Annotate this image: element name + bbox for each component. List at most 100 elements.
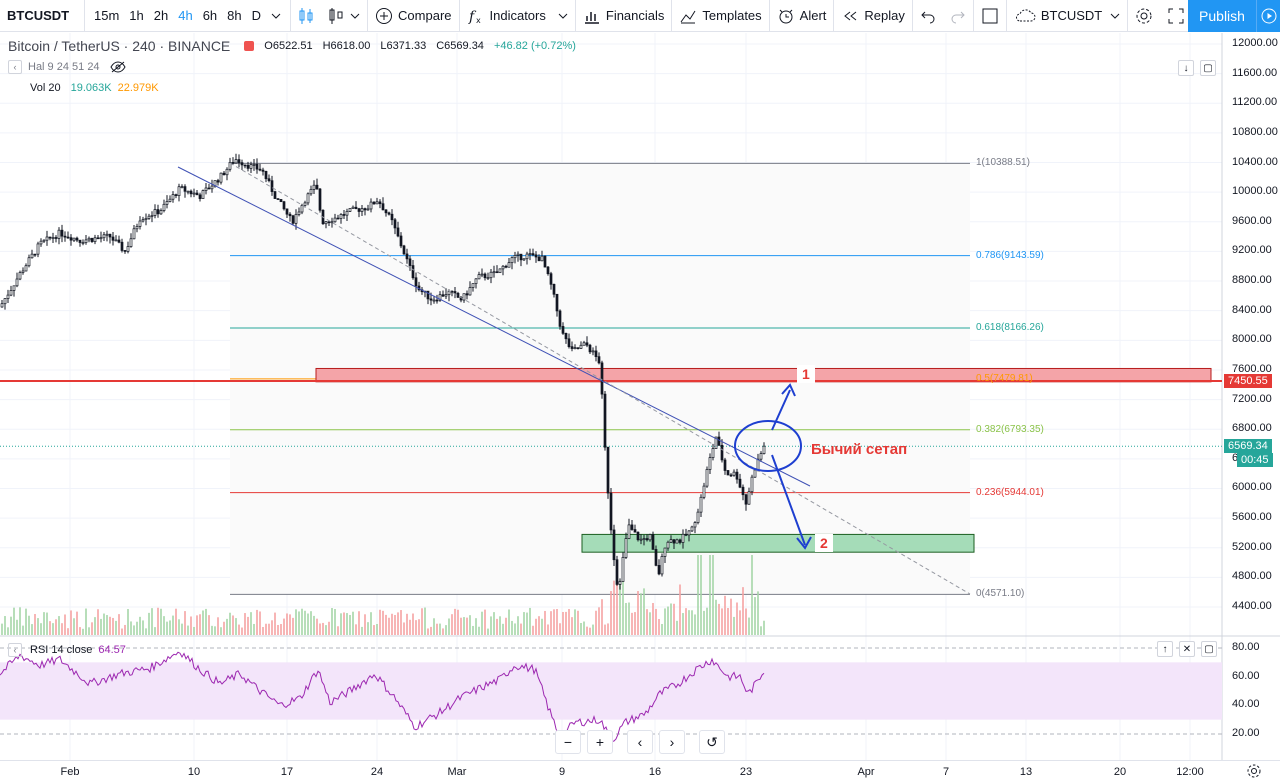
move-up-icon[interactable]: ↑ bbox=[1157, 641, 1173, 657]
candle-body bbox=[294, 214, 298, 224]
timeframe-8h[interactable]: 8h bbox=[227, 8, 242, 23]
scroll-left-button[interactable]: ‹ bbox=[627, 730, 653, 754]
maximize-pane-icon[interactable]: ▢ bbox=[1200, 60, 1216, 76]
compare-button[interactable]: Compare bbox=[368, 0, 458, 32]
volume-bar bbox=[175, 608, 177, 635]
ohlc-high: H6618.00 bbox=[322, 40, 371, 52]
bar-chart-icon bbox=[584, 11, 599, 24]
publish-button[interactable]: Publish bbox=[1188, 0, 1256, 32]
rsi-pane bbox=[0, 647, 1222, 743]
gear-icon[interactable] bbox=[1246, 763, 1262, 779]
maximize-pane-icon[interactable]: ▢ bbox=[1201, 641, 1217, 657]
collapse-icon[interactable]: ‹ bbox=[8, 643, 22, 657]
volume-bar bbox=[208, 615, 210, 635]
scroll-down-icon[interactable]: ↓ bbox=[1178, 60, 1194, 76]
publish-menu-button[interactable] bbox=[1256, 0, 1280, 32]
volume-bar bbox=[751, 555, 753, 635]
price-tick-label: 7600.00 bbox=[1232, 362, 1272, 375]
volume-bar bbox=[223, 621, 225, 635]
close-icon[interactable]: ✕ bbox=[1179, 641, 1195, 657]
volume-bar bbox=[205, 608, 207, 635]
collapse-icon[interactable]: ‹ bbox=[8, 60, 22, 74]
zoom-in-button[interactable]: + bbox=[587, 730, 613, 754]
volume-bar bbox=[628, 602, 630, 635]
volume-bar bbox=[523, 612, 525, 635]
volume-bar bbox=[691, 610, 693, 635]
timeframe-2h[interactable]: 2h bbox=[153, 8, 169, 23]
undo-button[interactable] bbox=[913, 0, 943, 32]
timeframe-15m[interactable]: 15m bbox=[94, 8, 120, 23]
timeframe-4h[interactable]: 4h bbox=[178, 8, 193, 23]
candle-body bbox=[567, 338, 571, 347]
indicator-legend-hal[interactable]: ‹ Hal 9 24 51 24 bbox=[8, 60, 126, 74]
chart-type-menu-button[interactable] bbox=[321, 0, 367, 32]
volume-bar bbox=[73, 618, 75, 635]
zone-1-label: 1 bbox=[797, 365, 815, 383]
redo-button[interactable] bbox=[943, 0, 973, 32]
volume-bar bbox=[313, 615, 315, 635]
replay-button[interactable]: Replay bbox=[834, 0, 911, 32]
volume-bar bbox=[700, 555, 702, 635]
financials-button[interactable]: Financials bbox=[576, 0, 672, 32]
candle-body bbox=[738, 478, 742, 488]
candle-body bbox=[360, 208, 364, 212]
fib-level-label: 0.786(9143.59) bbox=[976, 249, 1044, 261]
settings-button[interactable] bbox=[1128, 0, 1160, 32]
volume-bar bbox=[532, 625, 534, 635]
rsi-tick-label: 20.00 bbox=[1232, 727, 1260, 739]
layout-button[interactable] bbox=[974, 0, 1006, 32]
svg-text:f: f bbox=[468, 9, 477, 25]
candle-body bbox=[597, 356, 601, 364]
volume-bar bbox=[541, 618, 543, 635]
candle-body bbox=[282, 201, 286, 210]
volume-bar bbox=[103, 613, 105, 635]
time-scale[interactable]: Feb 10 17 24 Mar 9 16 23 Apr 7 13 20 12:00 bbox=[0, 760, 1280, 782]
symbol-search-button[interactable]: BTCUSDT bbox=[0, 0, 84, 32]
volume-bar bbox=[529, 607, 531, 635]
bullish-setup-label: Бычий сетап bbox=[811, 441, 908, 458]
candle-body bbox=[588, 344, 592, 353]
candle-body bbox=[642, 538, 646, 540]
volume-bar bbox=[280, 624, 282, 635]
candle-body bbox=[279, 199, 283, 203]
indicator-legend-volume[interactable]: Vol 20 19.063K 22.979K bbox=[30, 82, 159, 94]
chart-type-candles-button[interactable] bbox=[291, 0, 321, 32]
chevron-down-icon[interactable] bbox=[266, 0, 286, 32]
layout-name-button[interactable]: BTCUSDT bbox=[1007, 0, 1127, 32]
volume-bar bbox=[220, 627, 222, 635]
rsi-value: 64.57 bbox=[98, 644, 126, 656]
timeframe-1h[interactable]: 1h bbox=[129, 8, 144, 23]
chart-canvas[interactable] bbox=[0, 33, 1280, 760]
alert-button[interactable]: Alert bbox=[770, 0, 834, 32]
volume-bar bbox=[370, 612, 372, 635]
volume-bar bbox=[328, 621, 330, 635]
candle-body bbox=[681, 533, 685, 543]
volume-bar bbox=[748, 617, 750, 635]
volume-bar bbox=[610, 591, 612, 635]
volume-bar bbox=[100, 618, 102, 635]
candle-body bbox=[318, 188, 322, 211]
replay-label: Replay bbox=[864, 8, 905, 23]
volume-bar bbox=[604, 624, 606, 635]
volume-bar bbox=[358, 611, 360, 635]
divider bbox=[911, 0, 913, 32]
zoom-out-button[interactable]: − bbox=[555, 730, 581, 754]
candle-body bbox=[240, 162, 244, 166]
scroll-right-button[interactable]: › bbox=[659, 730, 685, 754]
fullscreen-button[interactable] bbox=[1160, 0, 1192, 32]
templates-button[interactable]: Templates bbox=[672, 0, 768, 32]
candle-body bbox=[405, 253, 409, 260]
candle-body bbox=[468, 287, 472, 296]
candle-body bbox=[168, 198, 172, 202]
timeframe-1d[interactable]: D bbox=[251, 8, 262, 23]
reset-chart-button[interactable]: ↺ bbox=[699, 730, 725, 754]
candle-body bbox=[342, 214, 346, 216]
price-tick-label: 8000.00 bbox=[1232, 333, 1272, 346]
volume-bar bbox=[4, 616, 6, 635]
ohlc-change: +46.82 (+0.72%) bbox=[493, 40, 576, 52]
indicator-legend-rsi[interactable]: ‹ RSI 14 close 64.57 bbox=[8, 643, 126, 657]
chevron-down-icon bbox=[350, 13, 360, 19]
candle-body bbox=[84, 239, 88, 243]
timeframe-6h[interactable]: 6h bbox=[202, 8, 218, 23]
